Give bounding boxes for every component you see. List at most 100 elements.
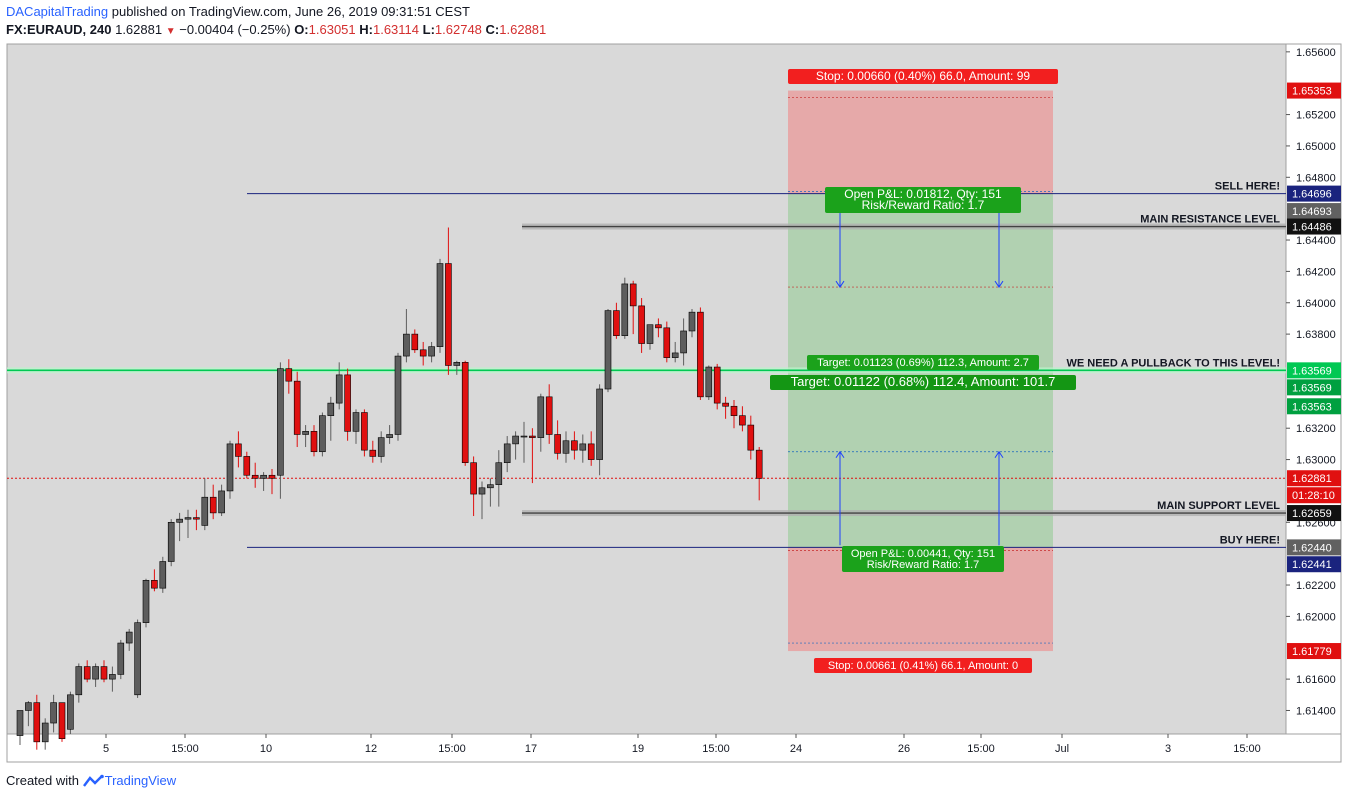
y-tick-label: 1.64200 xyxy=(1296,266,1336,278)
x-tick-label: 15:00 xyxy=(171,743,199,755)
x-tick-label: 26 xyxy=(898,743,910,755)
close-value: 1.62881 xyxy=(499,22,547,37)
time-axis xyxy=(6,733,1342,763)
candle xyxy=(369,440,377,463)
long-stop-label: Stop: 0.00661 (0.41%) 66.1, Amount: 0 xyxy=(828,660,1018,672)
short-stop-label: Stop: 0.00660 (0.40%) 66.0, Amount: 99 xyxy=(816,69,1030,83)
price-label: 1.62659 xyxy=(1292,508,1332,520)
y-tick-label: 1.61600 xyxy=(1296,674,1336,686)
candle xyxy=(352,409,360,444)
candle xyxy=(41,718,49,750)
candle xyxy=(697,307,704,400)
candle-body xyxy=(596,388,603,460)
candle xyxy=(335,362,343,410)
y-tick-label: 1.64000 xyxy=(1296,298,1336,310)
candle-body xyxy=(352,412,360,432)
candle-body xyxy=(739,415,746,426)
short-arrow-head xyxy=(835,280,845,288)
candle xyxy=(83,660,91,683)
candle xyxy=(209,484,217,520)
price-label-bg xyxy=(1287,505,1341,522)
candle xyxy=(394,352,402,441)
short-stop-zone xyxy=(788,90,1053,195)
candle-body xyxy=(369,449,377,457)
price-label: 1.65353 xyxy=(1292,86,1332,98)
x-tick-label: 15:00 xyxy=(438,743,466,755)
candle-body xyxy=(251,474,259,479)
candle xyxy=(92,663,99,687)
candle xyxy=(655,318,662,338)
y-tick-label: 1.62200 xyxy=(1296,580,1336,592)
candle-body xyxy=(50,702,57,724)
price-label-bg xyxy=(1287,470,1341,487)
candle xyxy=(176,512,183,542)
candle-body xyxy=(41,722,49,743)
long-pnl-label-bg xyxy=(842,546,1004,572)
candle-body xyxy=(117,642,125,675)
candle-body xyxy=(453,362,461,366)
long-pnl-label: Risk/Reward Ratio: 1.7 xyxy=(867,559,980,571)
x-tick-label: 15:00 xyxy=(967,743,995,755)
candle xyxy=(537,393,545,452)
low-value: 1.62748 xyxy=(434,22,482,37)
candle-body xyxy=(134,622,141,696)
footer: Created with TradingView xyxy=(6,773,176,788)
candle-body xyxy=(327,402,335,416)
candle xyxy=(613,302,620,339)
candle xyxy=(142,578,150,628)
candle-body xyxy=(697,311,704,398)
candle xyxy=(319,412,326,457)
x-tick-label: 15:00 xyxy=(702,743,730,755)
candle xyxy=(739,406,746,432)
candle xyxy=(251,462,259,488)
candle xyxy=(167,519,175,567)
high-label: H: xyxy=(359,22,373,37)
candle-body xyxy=(755,449,763,479)
candle-body xyxy=(75,666,83,696)
short-target-label-bg xyxy=(807,355,1039,370)
candle xyxy=(722,396,729,419)
candle-body xyxy=(655,324,662,329)
candle xyxy=(109,666,116,692)
candle-body xyxy=(67,694,74,730)
candle xyxy=(604,309,612,393)
candle xyxy=(344,368,351,441)
created-with-text: Created with xyxy=(6,773,79,788)
x-tick-label: 10 xyxy=(260,743,272,755)
y-tick-label: 1.61400 xyxy=(1296,705,1336,717)
x-tick-label: 15:00 xyxy=(1233,743,1261,755)
candle xyxy=(67,691,74,734)
candle xyxy=(293,371,301,448)
candle-body xyxy=(646,324,654,344)
candle-body xyxy=(386,434,393,438)
candle xyxy=(151,569,158,592)
candle-body xyxy=(285,368,293,382)
y-tick-label: 1.65200 xyxy=(1296,110,1336,122)
symbol-name[interactable]: FX:EURAUD, 240 xyxy=(6,22,112,37)
price-label-bg xyxy=(1287,643,1341,660)
candle xyxy=(243,451,251,479)
open-value: 1.63051 xyxy=(308,22,356,37)
candle xyxy=(571,431,578,460)
candle xyxy=(218,484,225,517)
candle-body xyxy=(243,456,251,476)
candle xyxy=(226,440,234,499)
candle xyxy=(58,702,66,742)
candle xyxy=(621,277,629,339)
last-price: 1.62881 xyxy=(115,22,163,37)
candle xyxy=(100,660,108,683)
x-tick-label: 19 xyxy=(632,743,644,755)
price-label-bg xyxy=(1287,539,1341,556)
candle-body xyxy=(663,327,671,358)
publisher-link[interactable]: DACapitalTrading xyxy=(6,4,109,19)
candle-body xyxy=(722,402,729,407)
candle-body xyxy=(109,674,116,680)
candle xyxy=(453,360,461,375)
tradingview-brand[interactable]: TradingView xyxy=(104,773,177,788)
candle xyxy=(428,341,435,363)
candle-body xyxy=(235,443,242,457)
candle-body xyxy=(184,517,192,520)
price-label-bg xyxy=(1287,203,1341,220)
candle xyxy=(193,509,200,531)
